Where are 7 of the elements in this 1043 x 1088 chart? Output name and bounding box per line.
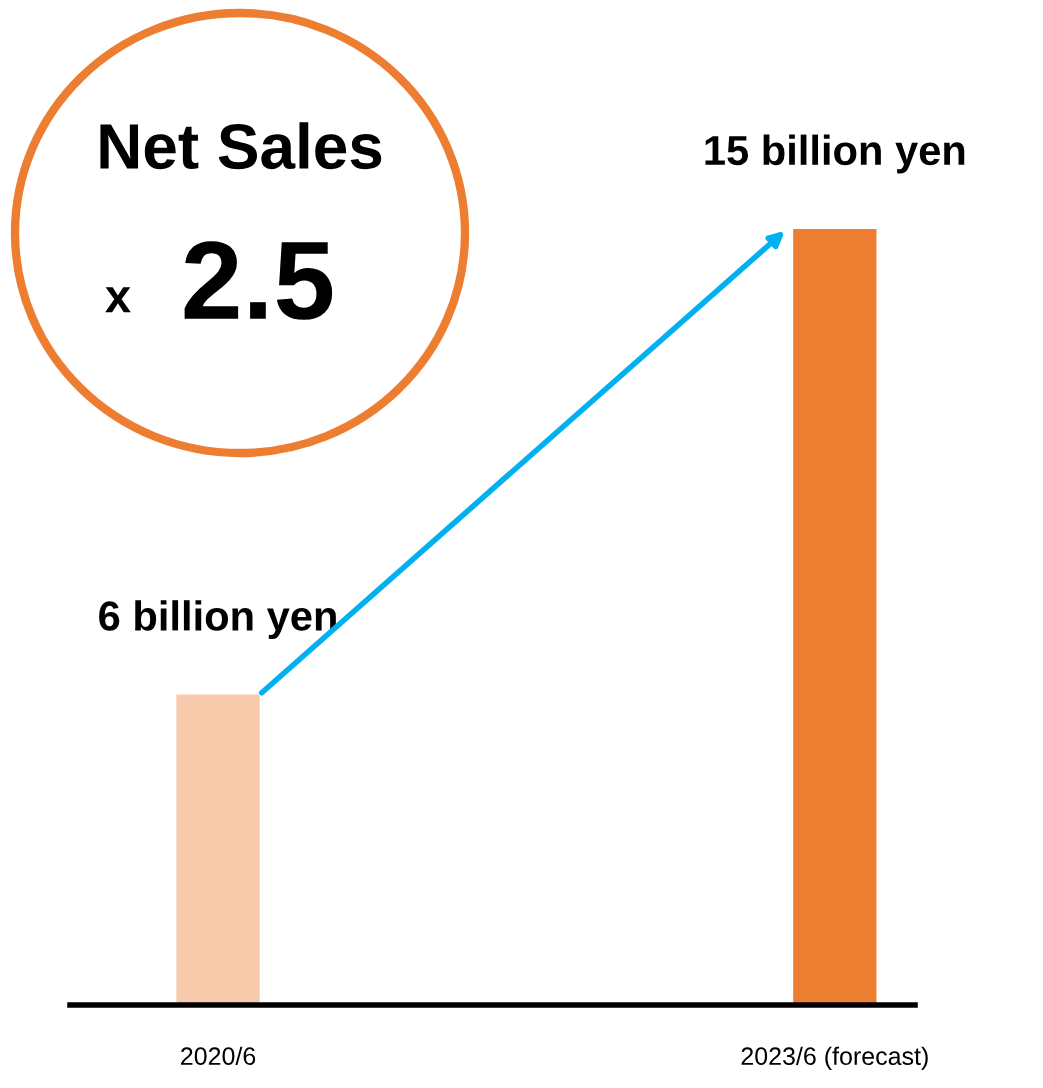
x-tick-label: 2020/6 — [181, 1046, 256, 1066]
x-tick-label: 2023/6 (forecast) — [741, 1046, 928, 1070]
data-label: 15 billion yen — [705, 134, 965, 174]
annotation: 2.5 — [184, 241, 333, 320]
annotation: x — [105, 287, 131, 313]
text: Net Sales — [100, 122, 382, 170]
data-label: 6 billion yen — [99, 600, 336, 640]
